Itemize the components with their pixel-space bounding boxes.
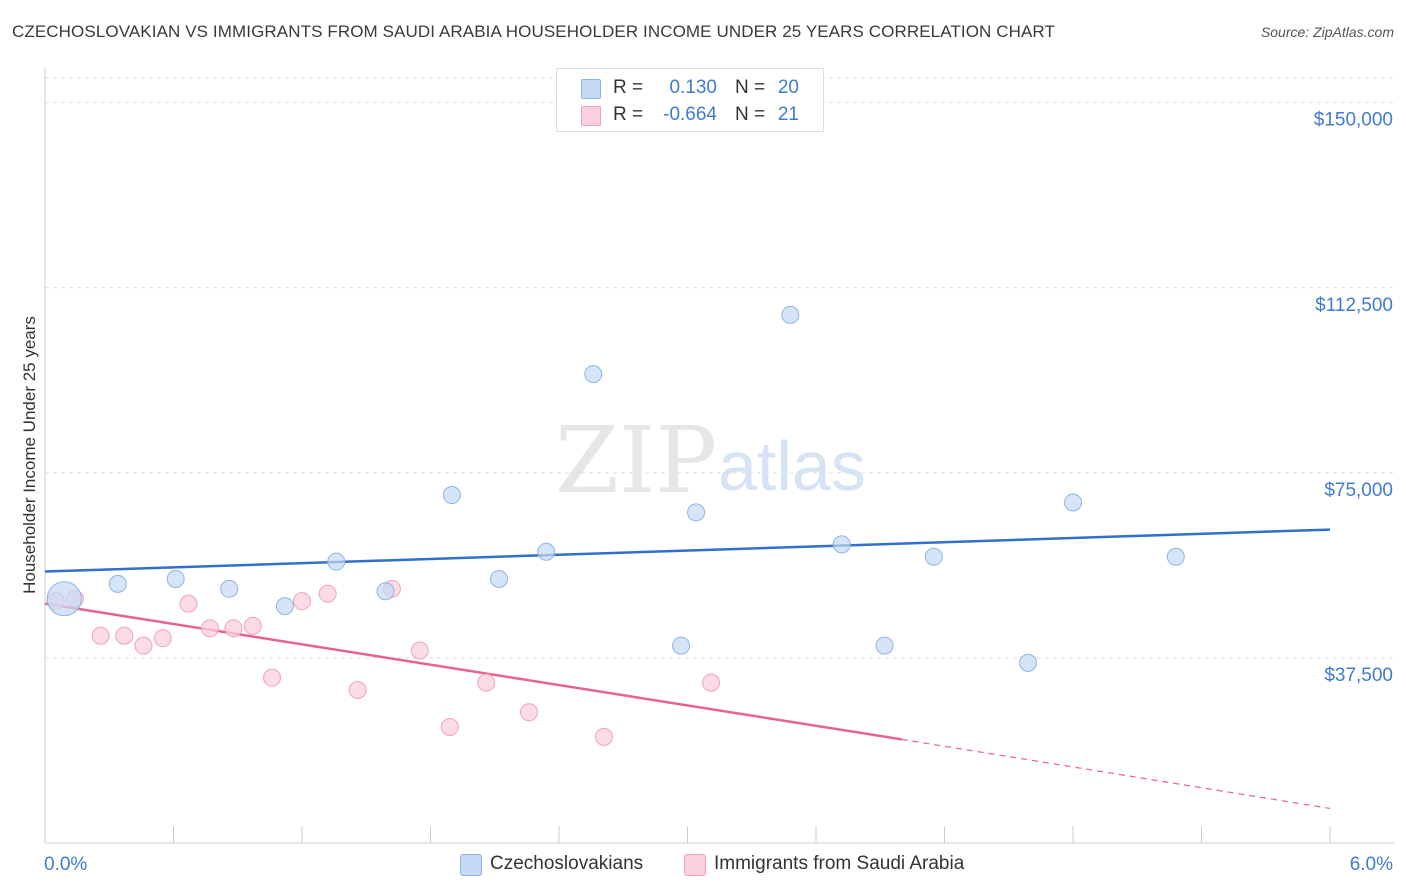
x-tick-label-max: 6.0% xyxy=(1350,854,1393,875)
data-point-saudi-arabia xyxy=(91,626,110,645)
legend-row-czechoslovakians: R = 0.130 N = 20 xyxy=(557,75,823,101)
legend-n-value: 21 xyxy=(777,104,799,125)
data-point-czechoslovakians xyxy=(442,486,461,505)
data-point-czechoslovakians xyxy=(832,535,851,554)
source-label: Source: ZipAtlas.com xyxy=(1260,24,1394,40)
legend-r-value: -0.664 xyxy=(663,104,717,125)
legend-swatch-blue xyxy=(460,854,482,876)
y-tick-label: $75,000 xyxy=(1324,480,1393,501)
legend-n-value: 20 xyxy=(777,77,799,98)
correlation-legend: R = 0.130 N = 20 R = -0.664 N = 21 xyxy=(556,68,824,132)
legend-n-label: N = xyxy=(735,77,766,98)
legend-item-label: Immigrants from Saudi Arabia xyxy=(714,853,965,874)
data-point-czechoslovakians xyxy=(275,597,294,616)
legend-n-label: N = xyxy=(735,104,766,125)
watermark-zip: ZIP xyxy=(555,407,717,514)
tick-labels: $37,500 $75,000 $112,500 $150,000 0.0% 6.0% xyxy=(44,110,1393,875)
watermark-atlas: atlas xyxy=(718,427,866,505)
data-point-czechoslovakians xyxy=(537,542,556,561)
data-point-saudi-arabia xyxy=(440,718,459,737)
legend-item-label: Czechoslovakians xyxy=(490,853,644,874)
series-legend: Czechoslovakians Immigrants from Saudi A… xyxy=(0,852,1406,878)
data-point-czechoslovakians xyxy=(924,547,943,566)
data-point-czechoslovakians xyxy=(875,636,894,655)
data-point-czechoslovakians xyxy=(584,365,603,384)
legend-r-label: R = xyxy=(613,104,644,125)
data-point-saudi-arabia xyxy=(293,592,311,611)
data-point-saudi-arabia xyxy=(243,616,262,635)
chart-title: CZECHOSLOVAKIAN VS IMMIGRANTS FROM SAUDI… xyxy=(12,22,1055,41)
data-point-czechoslovakians xyxy=(220,579,239,598)
trend-line-saudi-arabia xyxy=(44,602,902,741)
data-point-czechoslovakians xyxy=(672,636,691,655)
legend-swatch-pink xyxy=(684,854,706,876)
data-point-saudi-arabia xyxy=(115,626,134,645)
watermark: ZIP atlas xyxy=(555,407,866,514)
data-point-saudi-arabia xyxy=(134,636,153,655)
trend-line-czechoslovakians xyxy=(44,528,1331,573)
data-point-saudi-arabia xyxy=(153,629,172,648)
y-axis-label: Householder Income Under 25 years xyxy=(20,316,39,594)
data-point-czechoslovakians xyxy=(1019,653,1038,672)
data-point-saudi-arabia xyxy=(348,681,367,699)
legend-r-value: 0.130 xyxy=(669,77,717,98)
data-point-czechoslovakians xyxy=(781,305,800,324)
legend-swatch-pink xyxy=(581,106,601,126)
grid-lines xyxy=(45,77,1395,659)
axes xyxy=(44,68,1395,844)
data-point-czechoslovakians xyxy=(1166,547,1185,566)
data-point-saudi-arabia xyxy=(179,594,198,613)
data-point-saudi-arabia xyxy=(594,727,613,746)
data-point-saudi-arabia xyxy=(702,673,721,692)
x-tick-label-min: 0.0% xyxy=(44,854,87,875)
data-point-czechoslovakians xyxy=(376,582,395,601)
data-point-czechoslovakians xyxy=(46,581,82,617)
data-point-czechoslovakians xyxy=(687,503,706,522)
trend-lines xyxy=(44,528,1331,810)
data-point-czechoslovakians xyxy=(108,574,127,593)
data-points xyxy=(46,305,1185,746)
y-tick-label: $150,000 xyxy=(1314,110,1393,131)
data-point-czechoslovakians xyxy=(490,569,509,588)
data-point-saudi-arabia xyxy=(263,668,282,687)
data-point-saudi-arabia xyxy=(200,619,219,638)
data-point-saudi-arabia xyxy=(410,641,429,660)
data-point-saudi-arabia xyxy=(318,584,337,603)
data-point-saudi-arabia xyxy=(224,619,243,638)
data-point-saudi-arabia xyxy=(520,703,539,722)
legend-row-saudi-arabia: R = -0.664 N = 21 xyxy=(557,102,823,128)
legend-r-label: R = xyxy=(613,77,644,98)
trend-line-saudi-arabia-extrapolated xyxy=(901,738,1331,810)
legend-swatch-blue xyxy=(581,79,601,99)
y-tick-label: $112,500 xyxy=(1315,295,1393,316)
y-tick-label: $37,500 xyxy=(1324,665,1393,686)
data-point-czechoslovakians xyxy=(1064,493,1082,512)
data-point-czechoslovakians xyxy=(327,552,346,571)
data-point-czechoslovakians xyxy=(166,569,185,588)
data-point-saudi-arabia xyxy=(477,673,496,692)
